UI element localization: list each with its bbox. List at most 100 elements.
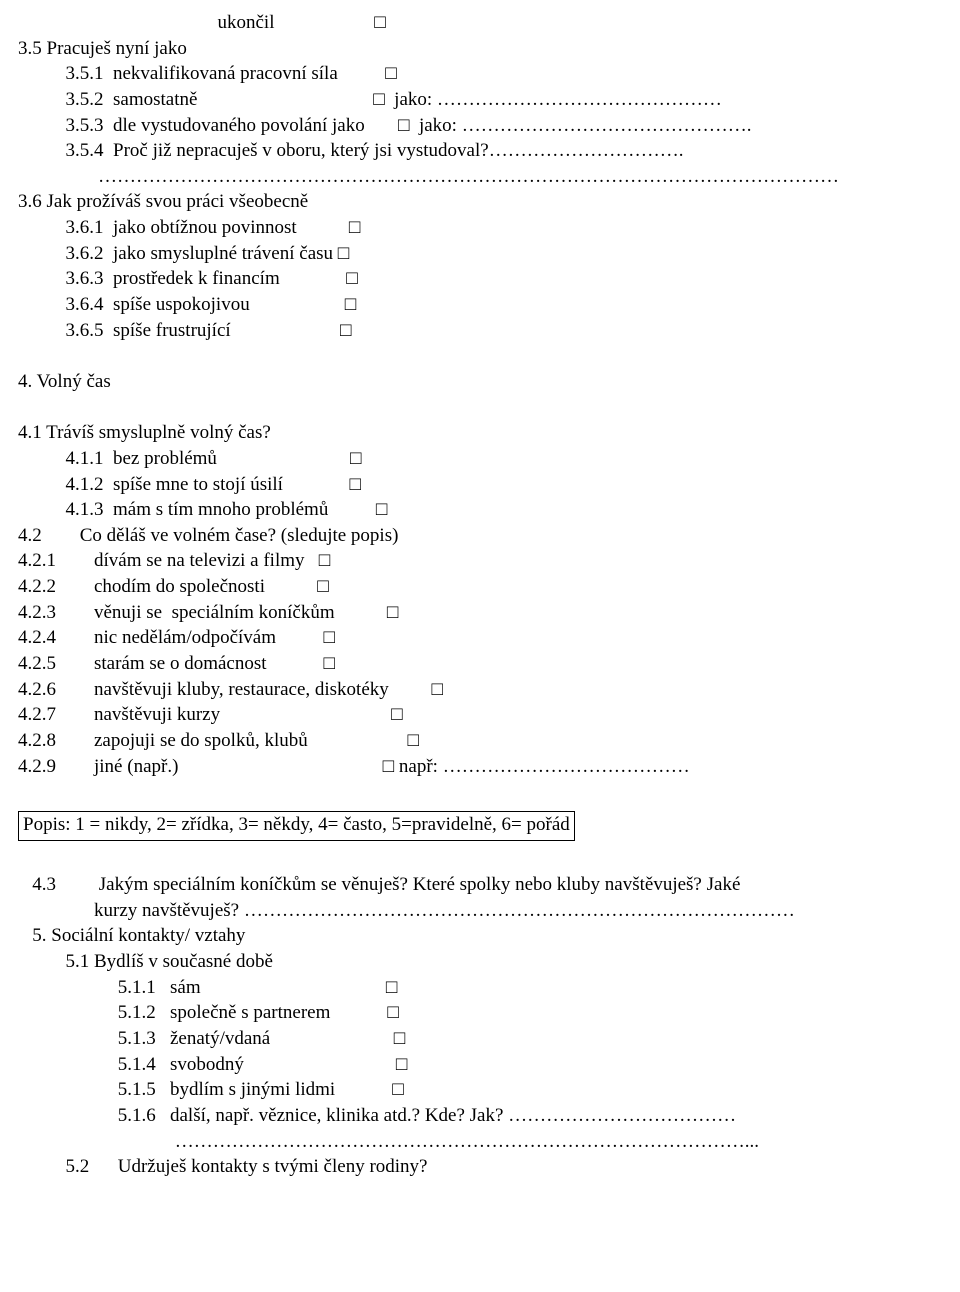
dotted-line: ………………………………………. (457, 115, 752, 136)
checkbox-icon[interactable]: □ (349, 474, 360, 495)
item-4-2-5: 4.2.5 starám se o domácnost □ (18, 651, 942, 677)
item-num: 3.5.3 (66, 115, 104, 136)
item-label: jiné (např.) (94, 756, 178, 777)
item-num: 4.2.2 (18, 576, 56, 597)
item-label: kurzy navštěvuješ? ………………………………………………………… (94, 900, 795, 921)
item-4-2-6: 4.2.6 navštěvuji kluby, restaurace, disk… (18, 677, 942, 703)
checkbox-icon[interactable]: □ (349, 217, 360, 238)
heading-label: Co děláš ve volném čase? (sledujte popis… (80, 525, 399, 546)
item-label: ženatý/vdaná (170, 1028, 270, 1049)
item-num: 3.6.5 (66, 320, 104, 341)
spacer (18, 779, 942, 805)
item-num: 4.1.3 (66, 499, 104, 520)
checkbox-icon[interactable]: □ (319, 550, 330, 571)
item-label: jako obtížnou povinnost (113, 217, 297, 238)
checkbox-icon[interactable]: □ (373, 89, 384, 110)
item-num: 4.2.9 (18, 756, 56, 777)
item-label: Udržuješ kontakty s tvými členy rodiny? (118, 1156, 428, 1177)
checkbox-icon[interactable]: □ (387, 1002, 398, 1023)
item-3-5-1: 3.5.1 nekvalifikovaná pracovní síla □ (18, 61, 942, 87)
checkbox-icon[interactable]: □ (394, 1028, 405, 1049)
heading-4-2: 4.2 Co děláš ve volném čase? (sledujte p… (18, 523, 942, 549)
item-5-1-3: 5.1.3 ženatý/vdaná □ (18, 1026, 942, 1052)
item-label: samostatně (113, 89, 197, 110)
checkbox-icon[interactable]: □ (383, 756, 394, 777)
item-3-5-2: 3.5.2 samostatně □ jako: ……………………………………… (18, 87, 942, 113)
checkbox-icon[interactable]: □ (392, 1079, 403, 1100)
dotted-line: ………………………………………………………………………………... (175, 1131, 759, 1152)
item-num: 3.5.4 (66, 140, 104, 161)
item-num: 3.5.2 (66, 89, 104, 110)
item-num: 3.6.2 (66, 243, 104, 264)
item-4-1-2: 4.1.2 spíše mne to stojí úsilí □ (18, 472, 942, 498)
legend-text: Popis: 1 = nikdy, 2= zřídka, 3= někdy, 4… (18, 811, 575, 841)
item-label: navštěvuji kurzy (94, 704, 220, 725)
item-label: nekvalifikovaná pracovní síla (113, 63, 338, 84)
checkbox-icon[interactable]: □ (376, 499, 387, 520)
checkbox-icon[interactable]: □ (324, 653, 335, 674)
item-num: 4.1.2 (66, 474, 104, 495)
item-4-2-1: 4.2.1 dívám se na televizi a filmy □ (18, 548, 942, 574)
checkbox-icon[interactable]: □ (407, 730, 418, 751)
item-5-1-5: 5.1.5 bydlím s jinými lidmi □ (18, 1077, 942, 1103)
spacer (18, 847, 942, 873)
item-label: Jakým speciálním koníčkům se věnuješ? Kt… (99, 874, 741, 895)
heading-4-1: 4.1 Trávíš smysluplně volný čas? (18, 420, 942, 446)
item-num: 4.2.7 (18, 704, 56, 725)
spacer (18, 395, 942, 421)
item-num: 3.6.4 (66, 294, 104, 315)
item-label: dívám se na televizi a filmy (94, 550, 305, 571)
item-4-2-7: 4.2.7 navštěvuji kurzy □ (18, 702, 942, 728)
checkbox-icon[interactable]: □ (398, 115, 409, 136)
item-label: společně s partnerem (170, 1002, 330, 1023)
checkbox-icon[interactable]: □ (432, 679, 443, 700)
checkbox-icon[interactable]: □ (396, 1054, 407, 1075)
item-label: starám se o domácnost (94, 653, 267, 674)
item-label: věnuji se speciálním koníčkům (94, 602, 335, 623)
item-3-5-4-line2: ……………………………………………………………………………………………………… (18, 164, 942, 190)
item-4-1-3: 4.1.3 mám s tím mnoho problémů □ (18, 497, 942, 523)
heading-4: 4. Volný čas (18, 369, 942, 395)
heading-3-6: 3.6 Jak prožíváš svou práci všeobecně (18, 189, 942, 215)
checkbox-icon[interactable]: □ (338, 243, 349, 264)
heading-num: 4.2 (18, 525, 42, 546)
item-num: 3.6.3 (66, 268, 104, 289)
item-label: svobodný (170, 1054, 244, 1075)
legend-box: Popis: 1 = nikdy, 2= zřídka, 3= někdy, 4… (18, 805, 942, 847)
checkbox-icon[interactable]: □ (350, 448, 361, 469)
item-num: 5.1.4 (118, 1054, 156, 1075)
item-3-6-4: 3.6.4 spíše uspokojivou □ (18, 292, 942, 318)
checkbox-icon[interactable]: □ (391, 704, 402, 725)
item-3-6-3: 3.6.3 prostředek k financím □ (18, 266, 942, 292)
item-num: 4.2.8 (18, 730, 56, 751)
item-label: mám s tím mnoho problémů (113, 499, 328, 520)
item-label: nic nedělám/odpočívám (94, 627, 276, 648)
item-num: 3.5.1 (66, 63, 104, 84)
item-num: 5.1.1 (118, 977, 156, 998)
checkbox-icon[interactable]: □ (317, 576, 328, 597)
checkbox-icon[interactable]: □ (374, 12, 385, 33)
checkbox-icon[interactable]: □ (340, 320, 351, 341)
item-label: Proč již nepracuješ v oboru, který jsi v… (113, 140, 489, 161)
checkbox-icon[interactable]: □ (345, 294, 356, 315)
checkbox-icon[interactable]: □ (387, 602, 398, 623)
checkbox-icon[interactable]: □ (385, 63, 396, 84)
top-line: ukončil □ (18, 10, 942, 36)
item-5-1-1: 5.1.1 sám □ (18, 975, 942, 1001)
item-3-5-3: 3.5.3 dle vystudovaného povolání jako □ … (18, 113, 942, 139)
checkbox-icon[interactable]: □ (324, 627, 335, 648)
item-label: zapojuji se do spolků, klubů (94, 730, 308, 751)
checkbox-icon[interactable]: □ (386, 977, 397, 998)
checkbox-icon[interactable]: □ (346, 268, 357, 289)
heading-text: 5.1 Bydlíš v současné době (66, 951, 273, 972)
item-num: 4.2.3 (18, 602, 56, 623)
item-label: jako smysluplné trávení času (113, 243, 333, 264)
item-num: 4.2.1 (18, 550, 56, 571)
item-num: 5.2 (66, 1156, 90, 1177)
page: ukončil □ 3.5 Pracuješ nyní jako 3.5.1 n… (0, 0, 960, 1292)
item-3-6-5: 3.6.5 spíše frustrující □ (18, 318, 942, 344)
heading-5: 5. Sociální kontakty/ vztahy (18, 923, 942, 949)
item-3-6-2: 3.6.2 jako smysluplné trávení času □ (18, 241, 942, 267)
item-5-2: 5.2 Udržuješ kontakty s tvými členy rodi… (18, 1154, 942, 1180)
dotted-line: ……………………………… (503, 1105, 736, 1126)
